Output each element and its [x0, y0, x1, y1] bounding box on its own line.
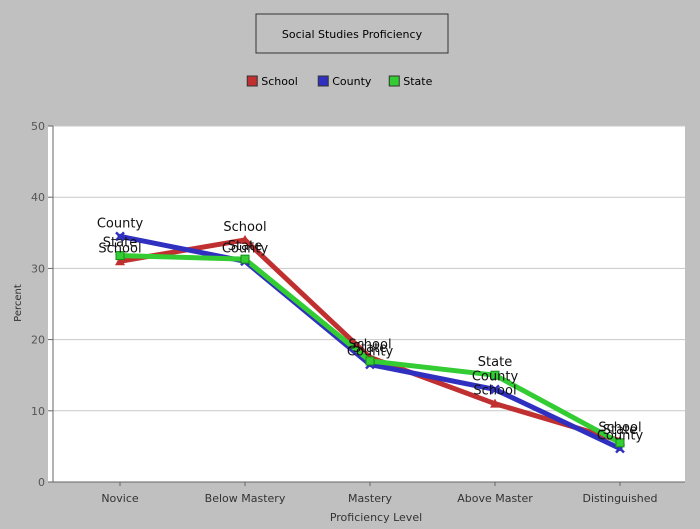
y-tick-label: 10	[31, 405, 45, 418]
y-tick-label: 50	[31, 120, 45, 133]
data-point-school	[490, 398, 500, 408]
legend-label-county: County	[332, 75, 372, 88]
legend: School County State	[246, 75, 433, 88]
series-markers	[115, 231, 625, 454]
data-label: School	[473, 384, 516, 399]
chart-title: Social Studies Proficiency	[282, 28, 423, 41]
data-label: State	[103, 236, 137, 251]
data-label: County	[222, 241, 269, 256]
y-tick-labels: 0 10 20 30 40 50	[31, 120, 45, 489]
x-tick-label: Novice	[101, 492, 139, 505]
data-point-state	[490, 370, 500, 380]
axes	[48, 125, 685, 486]
legend-label-state: State	[403, 75, 432, 88]
data-label: School	[98, 241, 141, 256]
y-axis-label: Percent	[13, 284, 24, 322]
legend-swatch-county	[317, 75, 329, 87]
x-tick-label: Below Mastery	[205, 492, 286, 505]
data-point-state	[115, 251, 125, 261]
data-label: State	[353, 341, 387, 356]
x-tick-label: Above Master	[457, 492, 533, 505]
data-label: School	[348, 337, 391, 352]
data-point-state	[240, 254, 250, 264]
data-label: School	[598, 421, 641, 436]
legend-label-school: School	[261, 75, 298, 88]
data-point-county	[115, 231, 125, 242]
data-point-state	[615, 438, 625, 448]
data-label: County	[472, 369, 519, 384]
gridlines	[53, 125, 685, 412]
data-point-state	[365, 356, 375, 366]
legend-swatch-school	[246, 75, 258, 87]
data-label: State	[603, 423, 637, 438]
data-point-county	[490, 384, 500, 395]
x-tick-label: Mastery	[348, 492, 393, 505]
data-label: County	[347, 345, 394, 360]
y-tick-label: 20	[31, 334, 45, 347]
title-box	[255, 13, 449, 54]
data-label: County	[597, 429, 644, 444]
data-point-school	[240, 234, 250, 244]
data-label: County	[97, 216, 144, 231]
y-tick-label: 40	[31, 191, 45, 204]
legend-swatch-state	[388, 75, 400, 87]
y-tick-label: 0	[38, 476, 45, 489]
data-point-school	[115, 256, 125, 266]
data-labels: SchoolSchoolSchoolSchoolSchoolCountyCoun…	[97, 216, 644, 443]
data-label: State	[478, 355, 512, 370]
x-tick-label: Distinguished	[582, 492, 657, 505]
x-axis-label: Proficiency Level	[330, 511, 422, 524]
data-label: School	[223, 220, 266, 235]
y-tick-label: 30	[31, 262, 45, 275]
data-label: State	[228, 239, 262, 254]
x-tick-labels: Novice Below Mastery Mastery Above Master Di…	[101, 492, 657, 505]
